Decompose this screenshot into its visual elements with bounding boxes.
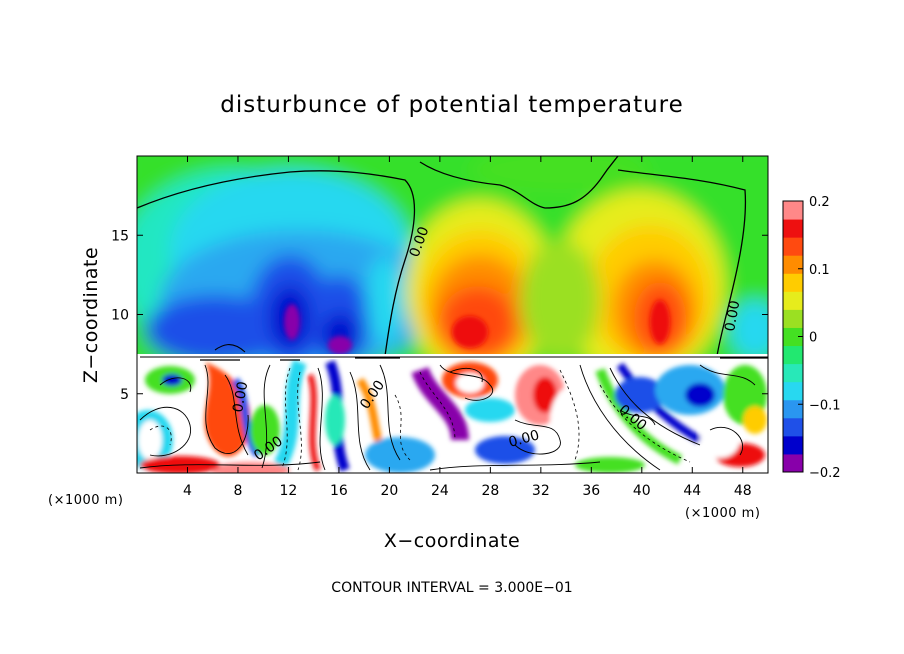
colorbar-swatch: [783, 453, 803, 473]
colorbar-swatch: [783, 201, 803, 220]
x-unit-right: (×1000 m): [685, 506, 760, 521]
colorbar-tick-label: 0.1: [809, 263, 830, 278]
colorbar-swatch: [783, 327, 803, 347]
colorbar-swatch: [783, 381, 803, 401]
x-axis: 4 8 12 16 20 24 28 32 36 40 44 48: [183, 156, 752, 499]
contour-label: 0.00: [507, 427, 541, 451]
y-axis-label: Z−coordinate: [80, 247, 102, 383]
x-unit-left: (×1000 m): [48, 493, 123, 508]
y-tick-label: 5: [120, 387, 129, 403]
y-axis: 5 10 15: [111, 228, 768, 403]
colorbar-swatch: [783, 255, 803, 274]
colorbar-swatch: [783, 363, 803, 383]
x-tick-label: 12: [280, 483, 298, 499]
x-tick-label: 20: [380, 483, 398, 499]
colorbar-tick-label: 0.2: [809, 195, 830, 210]
y-tick-label: 15: [111, 228, 129, 244]
x-tick-label: 48: [734, 483, 752, 499]
upper-field: [137, 156, 768, 356]
x-tick-label: 8: [233, 483, 242, 499]
contour-label: 0.00: [230, 380, 251, 413]
contour-interval-text: CONTOUR INTERVAL = 3.000E−01: [331, 580, 572, 596]
colorbar-swatch: [783, 399, 803, 419]
x-tick-label: 4: [183, 483, 192, 499]
plot-area: [137, 156, 768, 473]
x-tick-label: 32: [532, 483, 550, 499]
x-tick-label: 16: [330, 483, 348, 499]
colorbar-swatch: [783, 237, 803, 256]
colorbar-swatch: [783, 273, 803, 292]
colorbar-swatch: [783, 435, 803, 455]
colorbar-tick-label: −0.1: [809, 398, 841, 413]
colorbar-swatch: [783, 309, 803, 328]
x-tick-label: 24: [431, 483, 449, 499]
x-tick-label: 36: [582, 483, 600, 499]
colorbar-tick-label: −0.2: [809, 466, 841, 481]
colorbar-swatch: [783, 417, 803, 437]
x-tick-label: 44: [683, 483, 701, 499]
x-tick-label: 28: [481, 483, 499, 499]
x-tick-label: 40: [633, 483, 651, 499]
x-axis-label: X−coordinate: [384, 530, 520, 552]
y-tick-label: 10: [111, 308, 129, 324]
colorbar-swatch: [783, 291, 803, 310]
chart-title: disturbunce of potential temperature: [220, 92, 684, 118]
colorbar-tick-label: 0: [809, 331, 817, 346]
colorbar-swatch: [783, 219, 803, 238]
contour-label: 0.00: [722, 299, 743, 332]
colorbar-swatch: [783, 345, 803, 365]
lower-field: [137, 356, 768, 473]
colorbar: 0.2 0.1 0 −0.1 −0.2: [782, 195, 841, 481]
